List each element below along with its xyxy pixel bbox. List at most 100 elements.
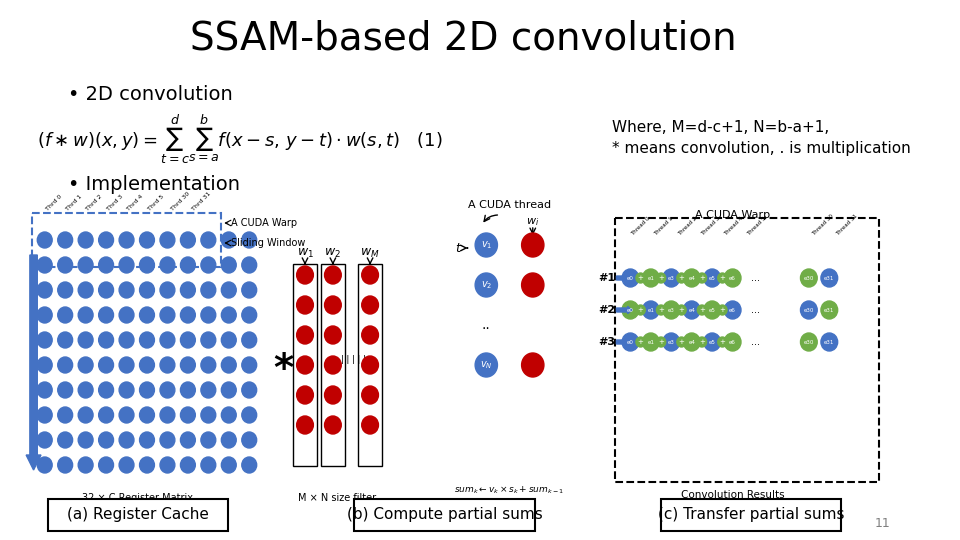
Circle shape xyxy=(58,257,73,273)
Text: Thrd 4: Thrd 4 xyxy=(127,194,144,212)
Text: +: + xyxy=(719,307,726,313)
Text: Thrd 2: Thrd 2 xyxy=(85,194,104,212)
Circle shape xyxy=(160,232,175,248)
Text: • 2D convolution: • 2D convolution xyxy=(68,85,232,105)
Circle shape xyxy=(201,382,216,398)
Circle shape xyxy=(242,382,256,398)
Circle shape xyxy=(801,269,817,287)
Text: e4: e4 xyxy=(688,340,695,345)
Circle shape xyxy=(37,457,52,473)
Text: ...: ... xyxy=(752,273,760,283)
Circle shape xyxy=(242,457,256,473)
Text: 32 × C Register Matrix: 32 × C Register Matrix xyxy=(83,493,193,503)
Circle shape xyxy=(180,457,195,473)
Circle shape xyxy=(622,269,638,287)
Text: e0: e0 xyxy=(627,340,634,345)
Text: $w_2$: $w_2$ xyxy=(324,246,342,260)
Circle shape xyxy=(201,332,216,348)
Circle shape xyxy=(724,333,741,351)
Text: e5: e5 xyxy=(708,307,715,313)
Circle shape xyxy=(297,386,313,404)
Text: e31: e31 xyxy=(824,275,834,280)
Circle shape xyxy=(622,333,638,351)
Circle shape xyxy=(324,266,341,284)
Text: Thrd 30: Thrd 30 xyxy=(170,191,191,212)
Circle shape xyxy=(362,356,378,374)
Circle shape xyxy=(180,232,195,248)
Circle shape xyxy=(160,407,175,423)
Circle shape xyxy=(58,307,73,323)
Circle shape xyxy=(677,273,686,283)
Circle shape xyxy=(201,307,216,323)
Circle shape xyxy=(663,269,680,287)
Circle shape xyxy=(684,269,700,287)
Circle shape xyxy=(119,257,134,273)
Text: +: + xyxy=(679,339,684,345)
Circle shape xyxy=(78,432,93,448)
Circle shape xyxy=(697,273,707,283)
Circle shape xyxy=(222,232,236,248)
Circle shape xyxy=(201,282,216,298)
Circle shape xyxy=(37,357,52,373)
Circle shape xyxy=(58,407,73,423)
Circle shape xyxy=(37,432,52,448)
Text: Thrd 1: Thrd 1 xyxy=(65,194,83,212)
Circle shape xyxy=(78,382,93,398)
Circle shape xyxy=(362,266,378,284)
Text: Thread 2: Thread 2 xyxy=(677,216,698,237)
Text: e30: e30 xyxy=(804,275,814,280)
Text: e3: e3 xyxy=(668,340,675,345)
Text: Thread 3: Thread 3 xyxy=(700,216,721,237)
Circle shape xyxy=(180,407,195,423)
Circle shape xyxy=(160,382,175,398)
Circle shape xyxy=(521,353,544,377)
Circle shape xyxy=(119,232,134,248)
Circle shape xyxy=(324,296,341,314)
Text: e0: e0 xyxy=(627,275,634,280)
Circle shape xyxy=(180,432,195,448)
Text: Thread 30: Thread 30 xyxy=(811,214,835,237)
Circle shape xyxy=(362,386,378,404)
Circle shape xyxy=(37,282,52,298)
Circle shape xyxy=(222,432,236,448)
Circle shape xyxy=(297,416,313,434)
Text: #1: #1 xyxy=(599,273,615,283)
Text: Convolution Results: Convolution Results xyxy=(681,490,784,500)
Circle shape xyxy=(642,269,660,287)
FancyBboxPatch shape xyxy=(293,264,317,466)
Circle shape xyxy=(201,407,216,423)
Text: (c) Transfer partial sums: (c) Transfer partial sums xyxy=(658,508,845,523)
Circle shape xyxy=(119,407,134,423)
Text: +: + xyxy=(659,275,664,281)
Text: $w_1$: $w_1$ xyxy=(297,246,314,260)
Circle shape xyxy=(663,301,680,319)
Circle shape xyxy=(139,232,155,248)
Text: Thread 1: Thread 1 xyxy=(654,216,675,237)
Text: +: + xyxy=(637,275,643,281)
Circle shape xyxy=(78,257,93,273)
Circle shape xyxy=(139,307,155,323)
Circle shape xyxy=(180,357,195,373)
Circle shape xyxy=(704,333,721,351)
Circle shape xyxy=(180,282,195,298)
Text: ...: ... xyxy=(752,305,760,315)
Circle shape xyxy=(139,357,155,373)
Circle shape xyxy=(78,407,93,423)
Text: Thrd 31: Thrd 31 xyxy=(191,191,211,212)
Circle shape xyxy=(521,233,544,257)
FancyArrow shape xyxy=(616,307,633,314)
Circle shape xyxy=(297,326,313,344)
Text: (b) Compute partial sums: (b) Compute partial sums xyxy=(347,508,542,523)
Circle shape xyxy=(222,382,236,398)
Circle shape xyxy=(297,266,313,284)
Text: * means convolution, . is multiplication: * means convolution, . is multiplication xyxy=(612,140,910,156)
Text: Where, M=d-c+1, N=b-a+1,: Where, M=d-c+1, N=b-a+1, xyxy=(612,120,829,136)
Circle shape xyxy=(242,407,256,423)
Circle shape xyxy=(324,356,341,374)
FancyArrow shape xyxy=(616,274,633,281)
Circle shape xyxy=(58,457,73,473)
Circle shape xyxy=(718,337,727,347)
FancyBboxPatch shape xyxy=(661,499,841,531)
Text: e31: e31 xyxy=(824,307,834,313)
Circle shape xyxy=(201,432,216,448)
